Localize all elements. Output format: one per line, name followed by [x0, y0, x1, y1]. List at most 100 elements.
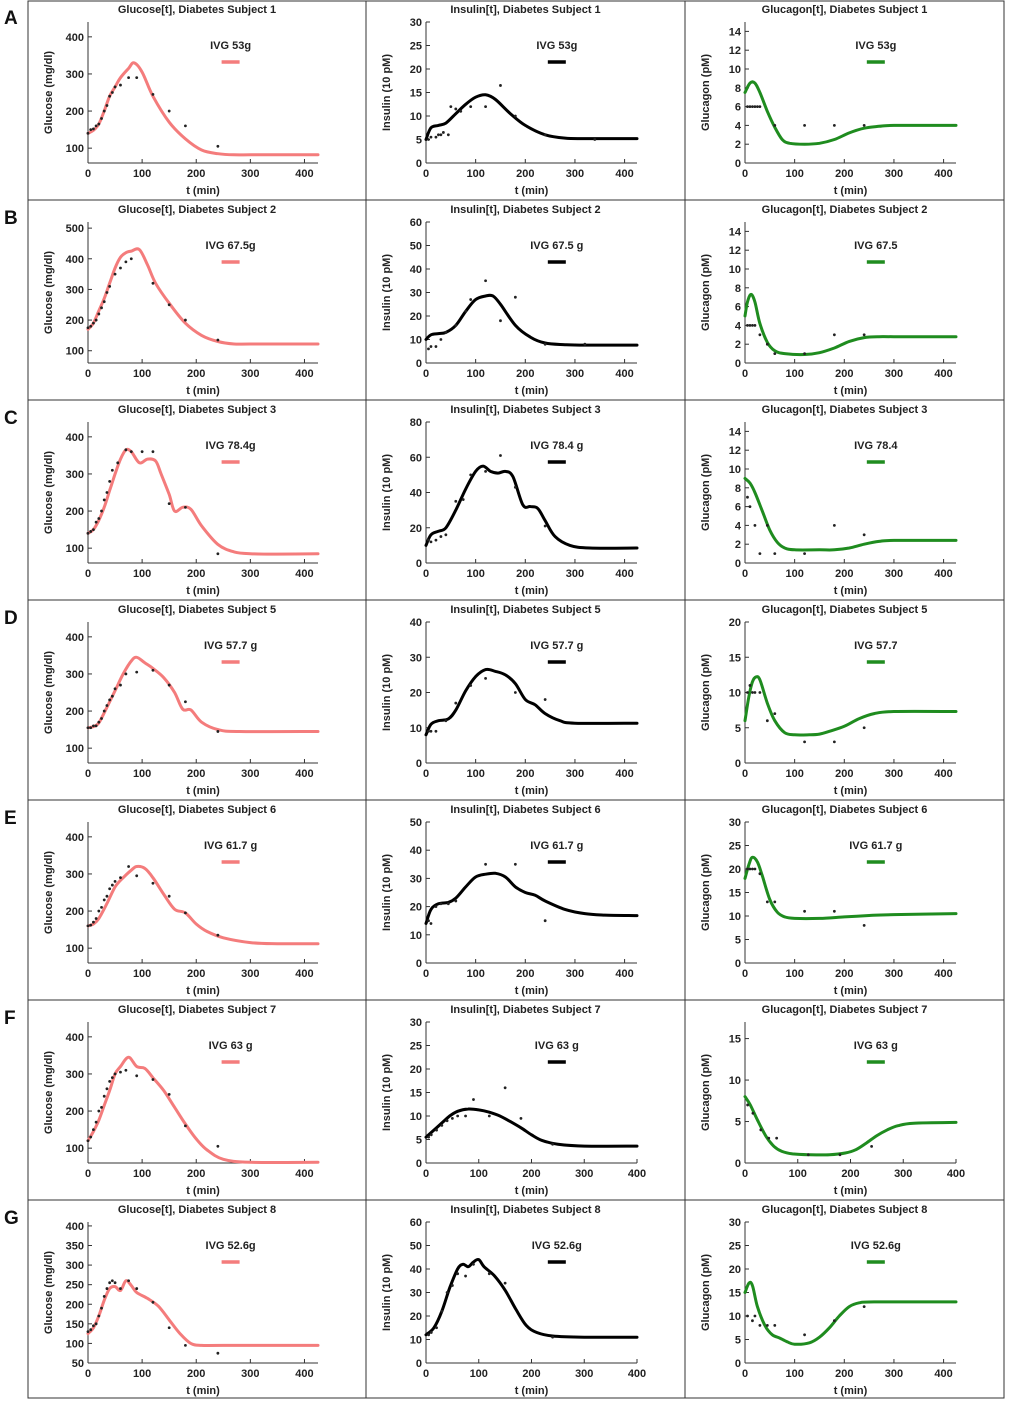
legend-label: IVG 78.4 g — [530, 440, 583, 452]
y-tick-label: 50 — [72, 1358, 84, 1370]
legend-label: IVG 67.5g — [206, 240, 256, 252]
data-point — [513, 114, 517, 118]
x-axis-label: t (min) — [186, 385, 220, 397]
data-point — [751, 105, 754, 108]
y-tick-label: 200 — [66, 315, 84, 327]
x-tick-label: 300 — [885, 968, 903, 980]
chart-title: Glucagon[t], Diabetes Subject 6 — [762, 804, 928, 816]
data-point — [499, 454, 502, 457]
data-point — [100, 1306, 103, 1310]
x-tick-label: 200 — [835, 1368, 853, 1380]
x-tick-label: 0 — [423, 968, 429, 980]
y-tick-label: 10 — [729, 911, 741, 923]
row-d: D Glucose[t], Diabetes Subject 50 100 200 30… — [4, 604, 958, 797]
y-axis-label: Glucagon (pM) — [700, 654, 712, 731]
data-point — [758, 691, 762, 694]
y-tick-label: 10 — [410, 930, 422, 942]
y-tick-label: 350 — [66, 1241, 84, 1253]
data-point — [461, 498, 465, 501]
data-point — [748, 324, 752, 327]
x-tick-label: 300 — [241, 168, 259, 180]
data-point — [751, 1111, 755, 1115]
x-tick-label: 200 — [835, 568, 853, 580]
x-tick-label: 200 — [187, 568, 205, 580]
x-tick-label: 0 — [742, 1168, 748, 1180]
legend-label: IVG 67.5 g — [530, 240, 583, 252]
y-tick-label: 30 — [410, 652, 422, 664]
data-point — [758, 105, 762, 108]
data-point — [503, 1086, 507, 1090]
data-point — [758, 1324, 762, 1327]
y-tick-label: 15 — [729, 652, 741, 664]
legend-label: IVG 61.7 g — [530, 840, 583, 852]
data-point — [746, 324, 749, 327]
data-point — [184, 700, 187, 704]
model-line — [86, 655, 320, 734]
data-point — [746, 867, 749, 871]
x-tick-label: 200 — [187, 1368, 205, 1380]
y-tick-label: 15 — [729, 888, 741, 900]
y-tick-label: 0 — [735, 358, 741, 370]
data-point — [127, 1279, 130, 1283]
x-tick-label: 400 — [615, 768, 633, 780]
y-tick-label: 400 — [66, 32, 84, 44]
x-axis-label: t (min) — [186, 585, 220, 597]
legend-label: IVG 57.7 — [854, 640, 897, 652]
y-tick-label: 200 — [66, 1299, 84, 1311]
data-point — [86, 531, 90, 535]
legend-label: IVG 63 g — [854, 1040, 898, 1052]
data-point — [184, 1343, 187, 1347]
x-tick-label: 300 — [566, 568, 584, 580]
y-tick-label: 4 — [735, 320, 742, 332]
data-point — [94, 724, 98, 728]
x-axis-label: t (min) — [515, 385, 549, 397]
y-tick-label: 20 — [410, 64, 422, 76]
data-point — [140, 450, 144, 454]
data-point — [124, 260, 128, 264]
row-label-c: C — [4, 408, 18, 429]
data-point — [543, 524, 547, 528]
data-point — [427, 538, 430, 542]
x-tick-label: 400 — [295, 1168, 313, 1180]
y-tick-label: 30 — [410, 1288, 422, 1300]
data-point — [803, 909, 806, 913]
y-axis-label: Glucose (mg/dl) — [43, 651, 55, 734]
data-point — [472, 1262, 475, 1266]
y-tick-label: 20 — [410, 1311, 422, 1323]
y-tick-label: 50 — [410, 1241, 422, 1253]
y-tick-label: 30 — [410, 1017, 422, 1029]
data-point — [216, 552, 220, 556]
model-line — [424, 293, 639, 347]
data-point — [89, 923, 93, 927]
chart-c-glucose: Glucose[t], Diabetes Subject 3 0 100 200 300… — [43, 404, 320, 597]
chart-title: Glucose[t], Diabetes Subject 7 — [118, 1004, 276, 1016]
data-point — [746, 1314, 749, 1318]
data-point — [429, 540, 433, 544]
data-point — [484, 862, 487, 866]
y-axis-label: Insulin (10 pM) — [381, 654, 393, 731]
data-point — [105, 491, 109, 494]
data-point — [758, 333, 762, 337]
x-tick-label: 100 — [785, 768, 803, 780]
data-point — [108, 284, 112, 288]
data-point — [108, 698, 112, 702]
data-point — [151, 450, 155, 454]
x-tick-label: 100 — [133, 768, 151, 780]
data-point — [464, 309, 468, 313]
data-point — [216, 144, 220, 148]
data-point — [97, 909, 101, 913]
data-point — [92, 1324, 95, 1328]
x-tick-label: 300 — [575, 1168, 593, 1180]
y-axis-label: Glucagon (pM) — [700, 454, 712, 531]
data-point — [751, 867, 754, 871]
x-tick-label: 300 — [241, 768, 259, 780]
x-tick-label: 0 — [423, 568, 429, 580]
data-point — [100, 117, 103, 120]
x-tick-label: 400 — [628, 1368, 646, 1380]
x-tick-label: 0 — [742, 768, 748, 780]
data-point — [806, 1153, 810, 1157]
data-point — [429, 1133, 433, 1137]
y-axis-label: Insulin (10 pM) — [381, 254, 393, 331]
data-point — [102, 709, 106, 713]
y-axis-label: Glucose (mg/dl) — [43, 1051, 55, 1134]
